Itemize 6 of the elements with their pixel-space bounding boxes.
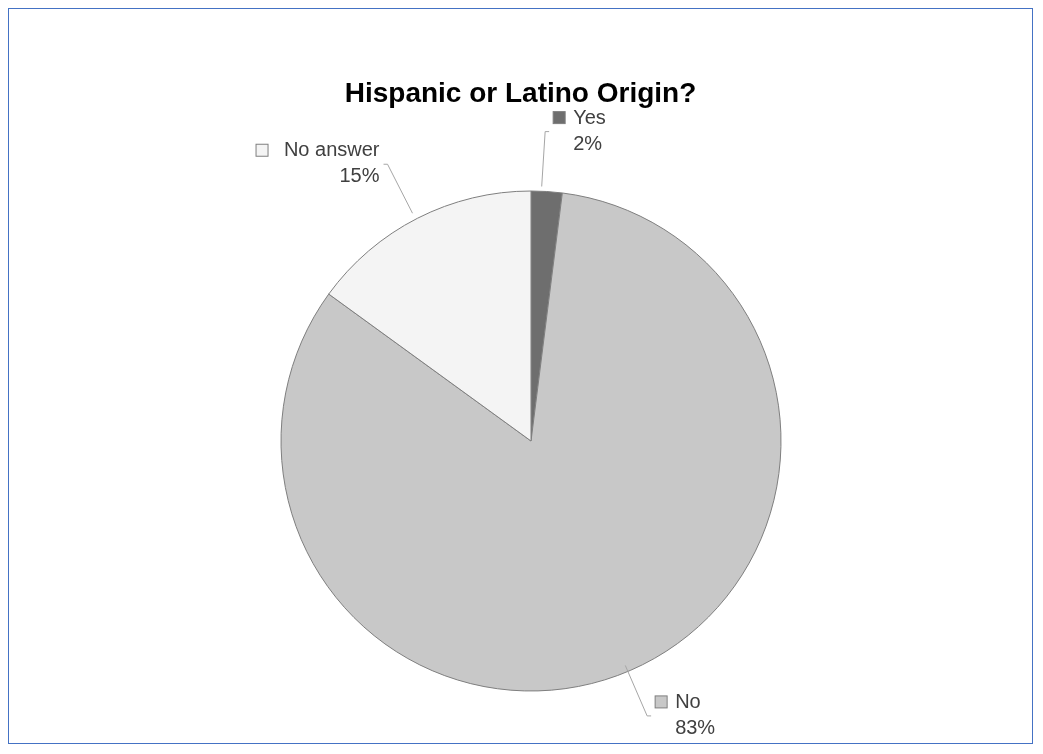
legend-label: No answer: [283, 138, 380, 161]
data-label: 15%: [339, 164, 380, 187]
data-label: 2%: [573, 131, 603, 154]
data-label: 83%: [675, 715, 716, 738]
legend-label: No: [675, 689, 701, 712]
pie-slice: [280, 192, 782, 692]
